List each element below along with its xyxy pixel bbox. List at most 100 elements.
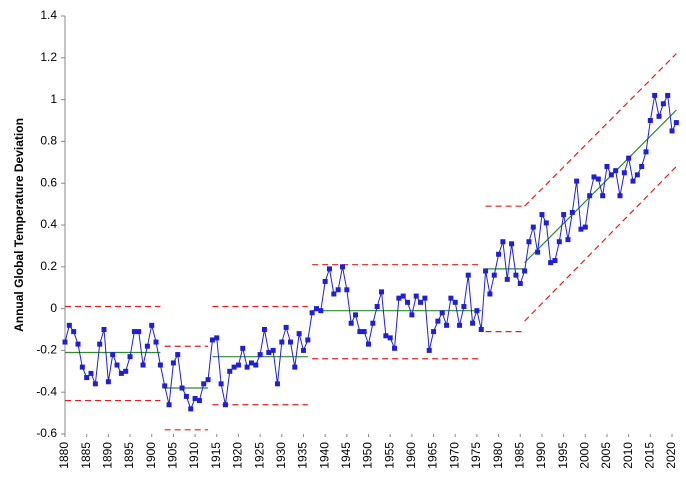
x-tick-label: 1935: [296, 442, 310, 469]
y-tick-label: 1.4: [40, 8, 57, 22]
x-tick-label: 1940: [317, 442, 331, 469]
point: [634, 172, 640, 178]
point: [366, 341, 372, 347]
point: [600, 193, 606, 199]
point: [535, 249, 541, 255]
point: [183, 393, 189, 399]
x-tick-label: 1945: [339, 442, 353, 469]
x-tick-label: 1990: [534, 442, 548, 469]
point: [105, 379, 111, 385]
x-tick-label: 2020: [664, 442, 678, 469]
point: [175, 352, 181, 358]
point: [604, 163, 610, 169]
point: [513, 272, 519, 278]
point: [166, 402, 172, 408]
point: [435, 318, 441, 324]
point: [292, 364, 298, 370]
point: [630, 178, 636, 184]
point: [75, 341, 81, 347]
point: [392, 345, 398, 351]
point: [296, 331, 302, 337]
point: [196, 398, 202, 404]
y-tick-label: 0.2: [40, 259, 57, 273]
point: [669, 128, 675, 134]
y-tick-label: 0.8: [40, 134, 57, 148]
point: [136, 329, 142, 335]
point: [209, 337, 215, 343]
point: [643, 149, 649, 155]
point: [110, 352, 116, 358]
point: [457, 322, 463, 328]
point: [422, 295, 428, 301]
point: [257, 352, 263, 358]
x-tick-label: 1985: [512, 442, 526, 469]
point: [344, 287, 350, 293]
point: [539, 212, 545, 218]
x-tick-label: 1910: [187, 442, 201, 469]
point: [71, 329, 77, 335]
point: [240, 345, 246, 351]
point: [396, 295, 402, 301]
point: [218, 381, 224, 387]
point: [353, 312, 359, 318]
point: [114, 362, 120, 368]
point: [595, 176, 601, 182]
point: [79, 364, 85, 370]
point: [379, 289, 385, 295]
point: [409, 312, 415, 318]
point: [491, 272, 497, 278]
x-tick-label: 1930: [274, 442, 288, 469]
x-tick-label: 1995: [556, 442, 570, 469]
point: [621, 170, 627, 176]
point: [552, 258, 558, 264]
point: [543, 220, 549, 226]
point: [339, 264, 345, 270]
point: [149, 322, 155, 328]
point: [266, 349, 272, 355]
x-tick-label: 1885: [79, 442, 93, 469]
point: [253, 362, 259, 368]
point: [522, 268, 528, 274]
point: [123, 368, 129, 374]
point: [465, 272, 471, 278]
point: [461, 304, 467, 310]
point: [387, 335, 393, 341]
point: [582, 224, 588, 230]
point: [613, 168, 619, 174]
control-limit: [524, 166, 677, 322]
x-tick-label: 1980: [491, 442, 505, 469]
point: [131, 329, 137, 335]
point: [313, 306, 319, 312]
point: [448, 295, 454, 301]
point: [335, 287, 341, 293]
point: [179, 385, 185, 391]
point: [283, 324, 289, 330]
point: [530, 224, 536, 230]
x-tick-label: 2015: [643, 442, 657, 469]
point: [639, 163, 645, 169]
point: [418, 299, 424, 305]
x-tick-label: 1895: [122, 442, 136, 469]
point: [517, 281, 523, 287]
y-axis-label: Annual Global Temperature Deviation: [12, 118, 26, 332]
x-tick-label: 2005: [599, 442, 613, 469]
point: [118, 370, 124, 376]
y-tick-label: 0.6: [40, 175, 57, 189]
point: [483, 268, 489, 274]
point: [261, 327, 267, 332]
x-tick-label: 2000: [577, 442, 591, 469]
x-tick-label: 2010: [621, 442, 635, 469]
point: [383, 333, 389, 339]
point: [413, 293, 419, 299]
point: [361, 329, 367, 335]
x-tick-label: 1950: [361, 442, 375, 469]
point: [426, 347, 432, 353]
point: [608, 172, 614, 178]
point: [318, 308, 324, 314]
point: [439, 310, 445, 316]
point: [92, 381, 98, 387]
point: [331, 291, 337, 297]
point: [652, 92, 658, 98]
x-tick-label: 1965: [426, 442, 440, 469]
point: [205, 377, 211, 383]
